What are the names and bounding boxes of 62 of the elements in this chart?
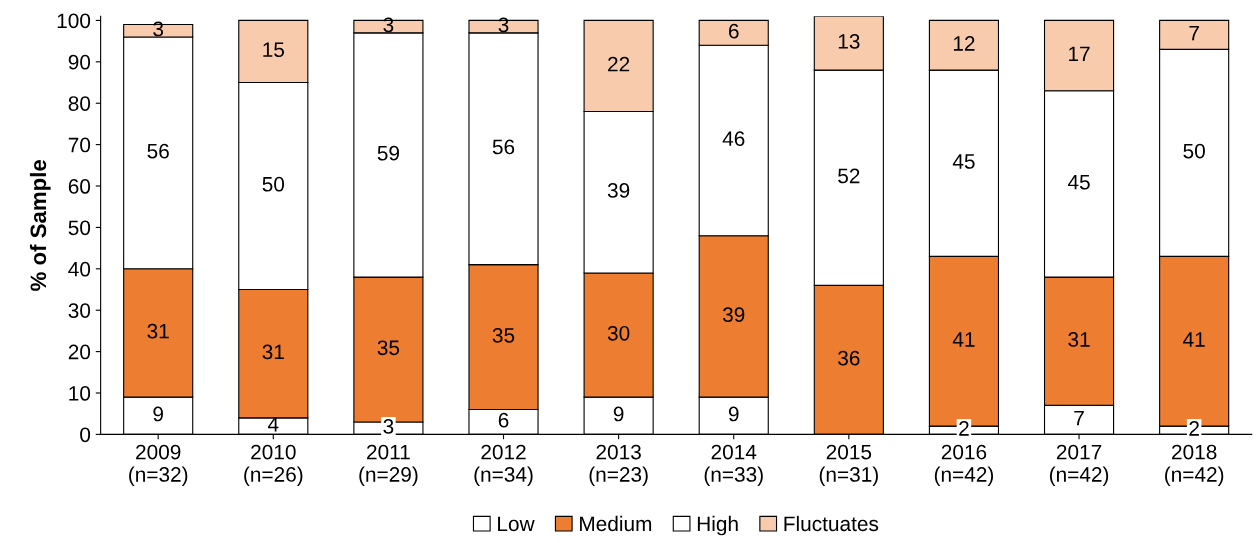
data-label: 56 [147, 143, 169, 159]
legend-label: Medium [580, 515, 652, 532]
y-tick-label: 90 [68, 54, 91, 70]
data-label: 31 [147, 323, 169, 339]
data-label: 41 [952, 332, 975, 347]
y-tick-label: 30 [68, 303, 91, 318]
x-tick-label: 2013 (n=23) [589, 444, 648, 486]
data-label: 50 [1183, 143, 1205, 159]
data-label: 35 [492, 327, 515, 343]
data-label: 4 [267, 417, 279, 432]
data-label: 31 [262, 344, 284, 360]
data-label: 39 [722, 307, 745, 323]
data-label: 56 [492, 139, 515, 155]
data-label: 45 [1067, 175, 1090, 190]
data-label: 45 [952, 154, 975, 169]
y-axis-title: % of Sample [29, 160, 51, 291]
x-tick-label: 2014 (n=33) [704, 444, 763, 486]
data-label: 13 [838, 34, 860, 49]
y-tick-label: 40 [68, 261, 91, 277]
data-label: 52 [838, 168, 860, 184]
data-label: 2 [1189, 421, 1199, 436]
data-label: 9 [613, 406, 624, 422]
data-label: 7 [1189, 25, 1199, 41]
data-label: 6 [728, 23, 739, 39]
data-label: 30 [607, 325, 630, 341]
legend-label: Fluctuates [784, 515, 879, 532]
data-label: 12 [953, 36, 975, 51]
y-tick-label: 70 [68, 137, 91, 153]
y-tick-label: 100 [57, 13, 91, 29]
x-tick-label: 2009 (n=32) [129, 444, 188, 486]
data-label: 39 [607, 183, 630, 198]
y-tick-label: 80 [68, 96, 91, 111]
x-tick-label: 2017 (n=42) [1049, 444, 1109, 486]
y-tick-label: 20 [68, 344, 91, 360]
data-label: 17 [1069, 46, 1090, 61]
y-tick-label: 50 [68, 220, 91, 236]
x-tick-label: 2011 (n=29) [359, 444, 418, 486]
data-label: 31 [1068, 332, 1090, 347]
data-label: 59 [377, 145, 400, 161]
data-label: 22 [608, 56, 630, 72]
legend-label: High [697, 515, 738, 536]
data-label: 6 [498, 412, 509, 428]
y-tick-label: 60 [68, 179, 91, 194]
data-label: 9 [728, 406, 739, 422]
data-label: 3 [383, 419, 394, 434]
y-tick-label: 0 [80, 427, 91, 443]
x-tick-label: 2018 (n=42) [1165, 444, 1224, 486]
y-tick-label: 10 [69, 386, 91, 401]
x-tick-label: 2010 (n=26) [244, 444, 303, 486]
x-tick-label: 2016 (n=42) [934, 444, 994, 486]
data-label: 36 [838, 350, 860, 366]
data-label: 35 [377, 340, 400, 356]
data-label: 41 [1183, 332, 1205, 347]
data-label: 2 [959, 421, 969, 436]
data-label: 46 [722, 131, 745, 147]
data-label: 9 [153, 406, 163, 422]
x-tick-label: 2015 (n=31) [819, 444, 878, 486]
data-label: 7 [1074, 410, 1084, 426]
data-label: 50 [262, 176, 285, 192]
data-label: 15 [263, 42, 285, 58]
legend-label: Low [498, 516, 535, 532]
x-tick-label: 2012 (n=34) [474, 444, 533, 486]
